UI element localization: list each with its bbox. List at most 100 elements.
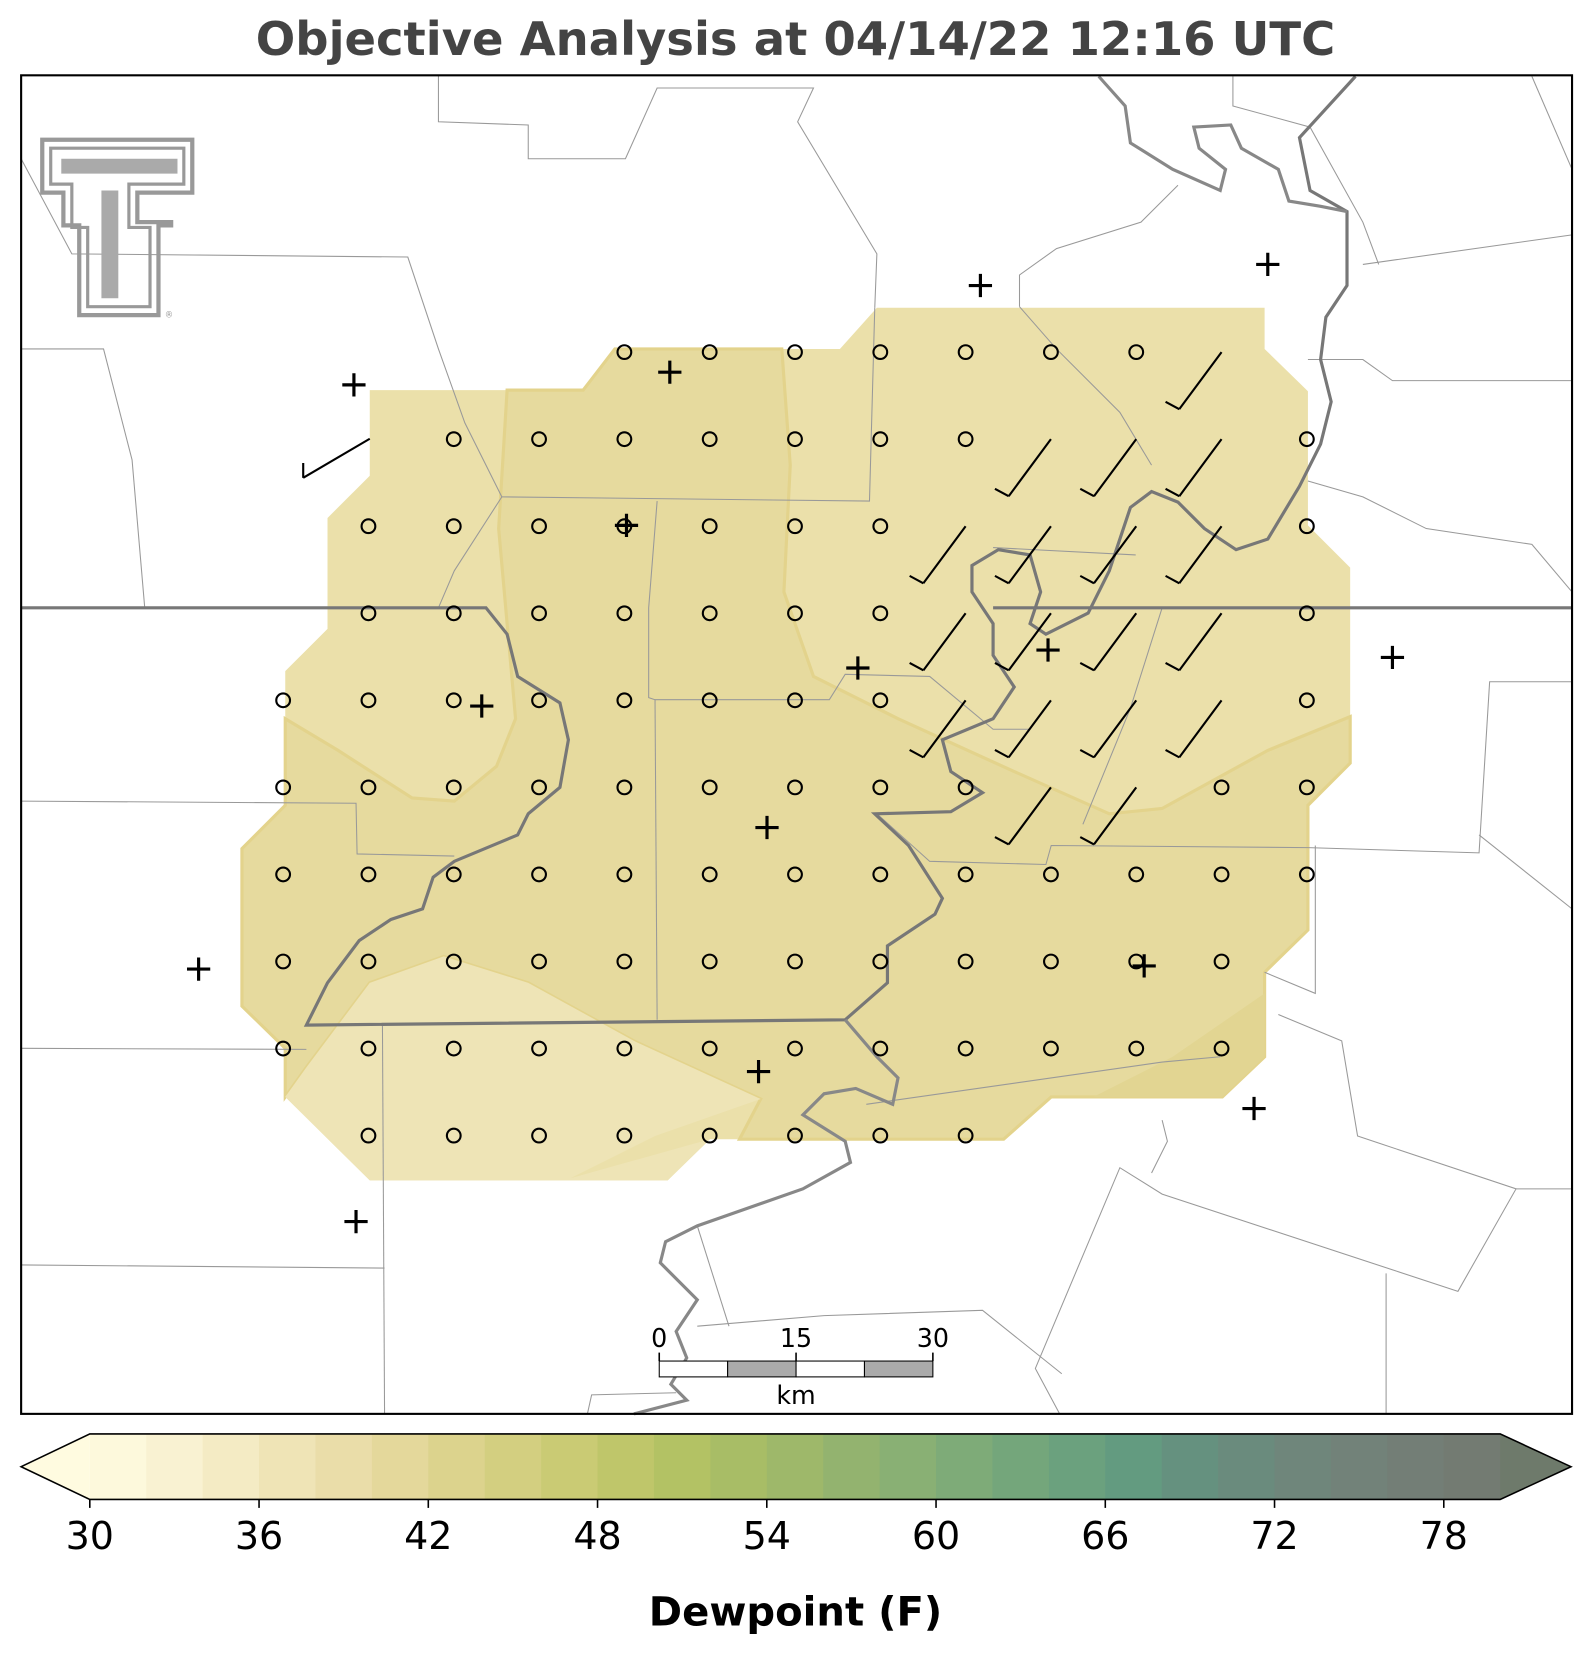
- calm-station: [787, 779, 803, 796]
- scale-bar: 0 15 30 km: [651, 1323, 949, 1410]
- calm-station: [445, 779, 462, 796]
- station-symbols: [186, 252, 1405, 1234]
- calm-station: [275, 779, 292, 796]
- missing-station: [1036, 638, 1060, 662]
- calm-station: [701, 431, 718, 448]
- missing-station: [342, 373, 366, 397]
- missing-station: [1132, 954, 1156, 978]
- colorbar-under: [21, 1433, 90, 1500]
- calm-station: [1298, 866, 1315, 883]
- missing-station: [746, 1059, 771, 1084]
- dewpoint-contour-light: [285, 956, 761, 1181]
- missing-station: [186, 957, 211, 981]
- calm-station: [531, 1127, 547, 1144]
- calm-station: [616, 866, 633, 883]
- wind-barb: [1165, 525, 1223, 585]
- colorbar-tick-label: 54: [743, 1514, 791, 1558]
- calm-station: [445, 953, 462, 970]
- wind-barb: [1165, 699, 1223, 759]
- colorbar-bin: [541, 1433, 599, 1500]
- calm-station: [1213, 779, 1230, 796]
- colorbar-over: [1500, 1433, 1571, 1500]
- calm-station: [1213, 953, 1230, 970]
- calm-station: [787, 692, 803, 709]
- missing-station: [658, 360, 682, 384]
- svg-text:®: ®: [165, 310, 173, 320]
- calm-station: [445, 605, 462, 622]
- colorbar-bin: [1218, 1433, 1276, 1500]
- wind-barb: [1079, 525, 1138, 585]
- wind-barb: [1079, 438, 1138, 498]
- colorbar-bin: [1443, 1433, 1501, 1500]
- calm-station: [531, 692, 547, 709]
- calm-station: [531, 431, 547, 448]
- calm-station: [616, 344, 633, 361]
- missing-station: [1380, 645, 1405, 670]
- calm-station: [872, 518, 889, 535]
- calm-station: [701, 605, 718, 622]
- calm-station: [701, 518, 718, 535]
- calm-station: [787, 953, 803, 970]
- calm-station: [872, 605, 889, 622]
- calm-station: [1128, 1040, 1145, 1057]
- calm-station: [360, 953, 377, 970]
- calm-station: [872, 1127, 889, 1144]
- county-lines: [20, 75, 1573, 1415]
- wind-barb: [1165, 351, 1223, 411]
- missing-station: [470, 694, 494, 718]
- calm-station: [1298, 518, 1315, 535]
- calm-station: [360, 605, 377, 622]
- colorbar-bin: [597, 1433, 655, 1500]
- colorbar-bin: [89, 1433, 147, 1500]
- wind-barb: [909, 612, 967, 672]
- colorbar-bin: [1330, 1433, 1388, 1500]
- scale-tick-label: 15: [780, 1323, 812, 1353]
- calm-station: [1128, 344, 1145, 361]
- logo: ®: [40, 137, 195, 320]
- calm-station: [360, 518, 377, 535]
- calm-station: [616, 605, 633, 622]
- calm-station: [1213, 1040, 1230, 1057]
- calm-station: [531, 953, 547, 970]
- colorbar-tick-label: 36: [235, 1514, 283, 1558]
- wind-barb: [1079, 786, 1138, 846]
- calm-station: [701, 344, 718, 361]
- colorbar-bin: [710, 1433, 768, 1500]
- colorbar: 30 36 42 48 54 60 66 72 78: [19, 1433, 1573, 1558]
- wind-barb: [1165, 612, 1223, 672]
- colorbar-tick-label: 78: [1420, 1514, 1468, 1558]
- calm-station: [872, 692, 889, 709]
- calm-station: [360, 866, 377, 883]
- calm-station: [616, 953, 633, 970]
- colorbar-bin: [992, 1433, 1050, 1500]
- calm-station: [957, 344, 974, 361]
- scale-segment: [658, 1360, 729, 1378]
- calm-station: [787, 518, 803, 535]
- missing-station: [344, 1209, 368, 1234]
- calm-station: [701, 1040, 718, 1057]
- calm-station: [1298, 779, 1315, 796]
- wind-barb: [994, 699, 1052, 759]
- wind-barb: [1165, 438, 1223, 498]
- colorbar-bin: [428, 1433, 486, 1500]
- colorbar-bin: [146, 1433, 204, 1500]
- colorbar-bin: [766, 1433, 824, 1500]
- colorbar-bin: [1105, 1433, 1163, 1500]
- colorbar-bin: [1274, 1433, 1332, 1500]
- colorbar-bin: [823, 1433, 881, 1500]
- map: ® 0 15 30 km: [20, 74, 1574, 1416]
- wind-barb: [994, 438, 1052, 498]
- calm-station: [275, 953, 292, 970]
- calm-station: [872, 1040, 889, 1057]
- title: Objective Analysis at 04/14/22 12:16 UTC: [256, 12, 1335, 66]
- wind-barb: [909, 525, 967, 585]
- colorbar-tick-label: 66: [1081, 1514, 1129, 1558]
- calm-station: [616, 431, 633, 448]
- calm-station: [701, 692, 718, 709]
- missing-station: [968, 273, 993, 298]
- calm-station: [531, 518, 547, 535]
- river: [633, 1018, 900, 1416]
- calm-station: [957, 431, 974, 448]
- colorbar-tick-label: 30: [66, 1514, 114, 1558]
- calm-station: [701, 953, 718, 970]
